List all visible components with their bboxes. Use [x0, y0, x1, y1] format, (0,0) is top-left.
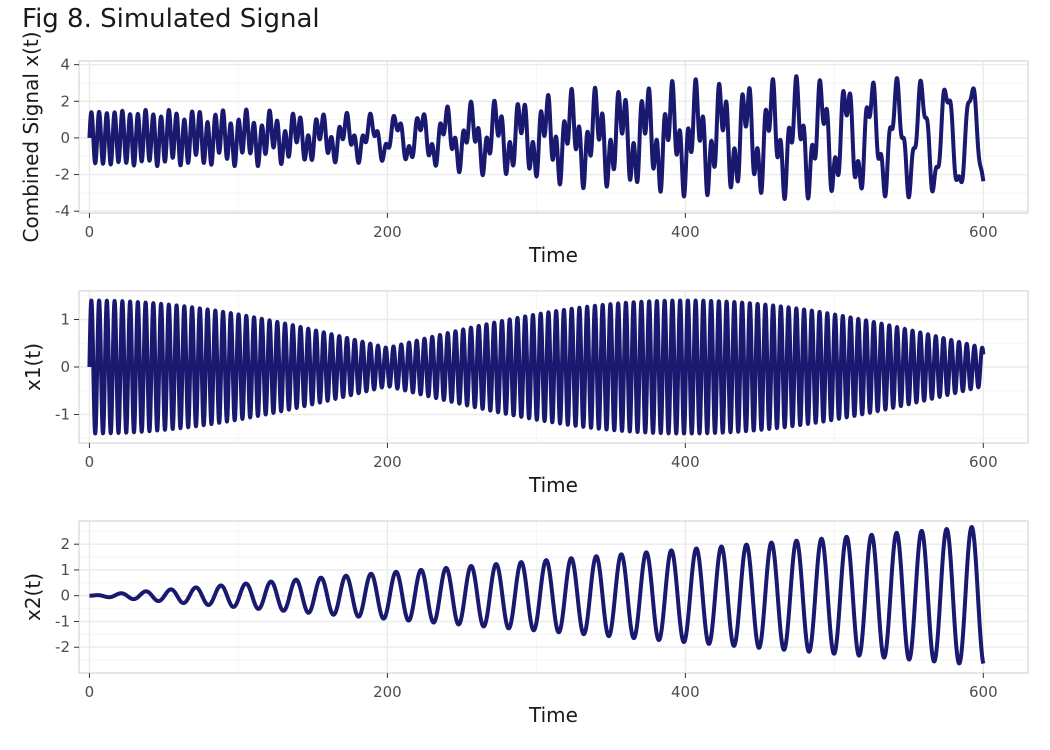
y-tick-label: -2: [55, 166, 70, 184]
x-tick-label: 600: [969, 223, 998, 241]
panel-border: [78, 60, 1029, 214]
y-axis-title: x2(t): [21, 573, 45, 621]
series-line: [87, 74, 986, 201]
x-tick-label: 400: [671, 223, 700, 241]
x-tick-label: 600: [969, 453, 998, 471]
x-tick-label: 200: [373, 683, 402, 701]
series-line: [87, 525, 986, 666]
y-tick-label: -1: [55, 612, 70, 630]
x-tick-label: 400: [671, 453, 700, 471]
y-tick-label: 1: [60, 311, 70, 329]
panel-2: 0 200 400 600 -1 0 1 Time x1(t): [21, 290, 1029, 497]
y-tick-label: 1: [60, 561, 70, 579]
y-tick-label: 4: [60, 56, 70, 74]
x-tick-label: 200: [373, 223, 402, 241]
panel-1: 0 200 400 600 -4 -2 0 2 4 Time Combined Signal x(t…: [19, 31, 1029, 267]
x-axis-title: Time: [528, 703, 578, 727]
x-tick-label: 200: [373, 453, 402, 471]
x-tick-label: 0: [85, 683, 95, 701]
panel-border: [78, 520, 1029, 674]
x-tick-label: 600: [969, 683, 998, 701]
y-tick-label: -4: [55, 202, 70, 220]
y-axis-title: Combined Signal x(t): [19, 31, 43, 242]
x-tick-label: 0: [85, 223, 95, 241]
series-line: [87, 298, 986, 436]
figure-title: Fig 8. Simulated Signal: [22, 4, 320, 34]
y-tick-label: -2: [55, 638, 70, 656]
y-tick-label: 0: [60, 587, 70, 605]
y-tick-label: 0: [60, 358, 70, 376]
y-axis-title: x1(t): [21, 343, 45, 391]
y-tick-label: 2: [60, 535, 70, 553]
y-tick-label: -1: [55, 406, 70, 424]
panel-3: 0 200 400 600 -2 -1 0 1 2 Time x2(t): [21, 520, 1029, 727]
x-axis-title: Time: [528, 243, 578, 267]
x-tick-label: 400: [671, 683, 700, 701]
x-axis-title: Time: [528, 473, 578, 497]
y-tick-label: 2: [60, 92, 70, 110]
x-tick-label: 0: [85, 453, 95, 471]
y-tick-label: 0: [60, 129, 70, 147]
